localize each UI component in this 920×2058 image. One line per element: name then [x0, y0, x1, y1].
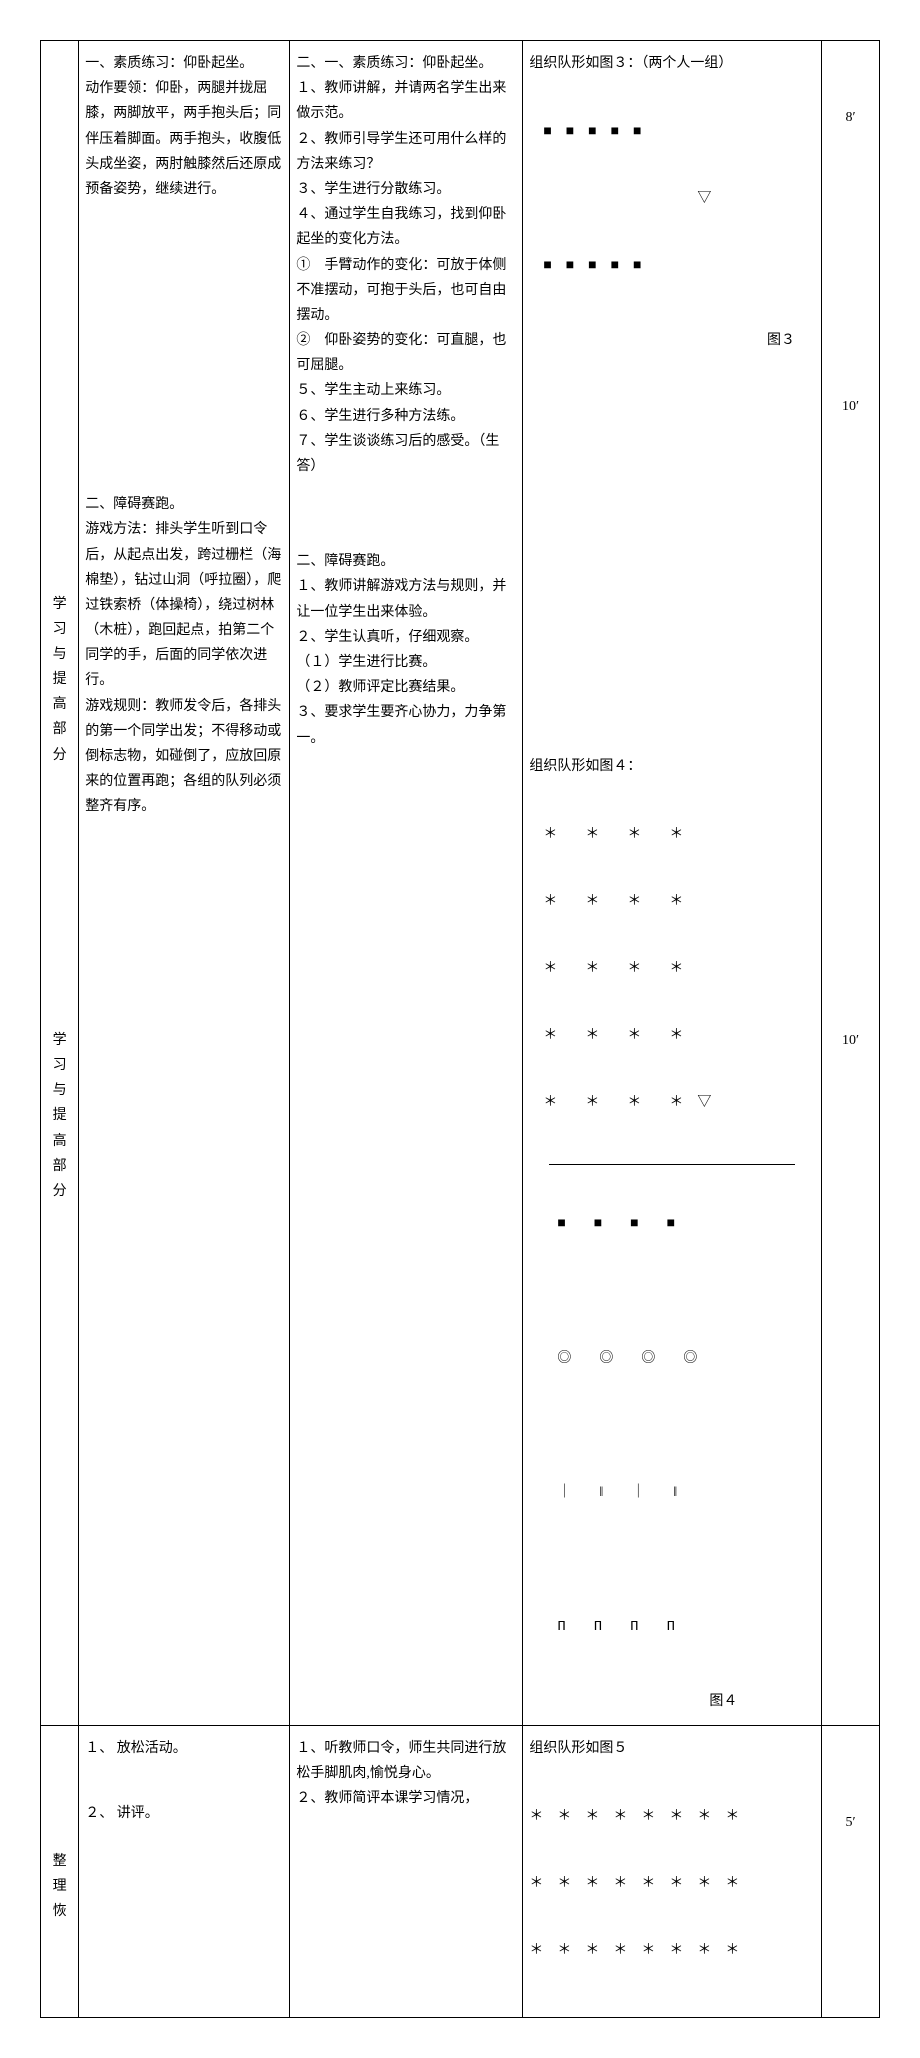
exercise1-body: 动作要领：仰卧，两腿并拢屈膝，两脚放平，两手抱头后；同伴压着脚面。两手抱头，收腹…: [85, 76, 283, 202]
cooldown-mid: １、听教师口令，师生共同进行放松手脚肌肉,愉悦身心。 ２、教师简评本课学习情况，: [290, 1725, 523, 2017]
fig-row: ｜ ‖ ｜ ‖: [529, 1482, 815, 1504]
formation3-diagram: ■ ■ ■ ■ ■ ▽ ■ ■ ■ ■ ■: [529, 76, 815, 322]
section-label: 整理恢: [43, 1819, 76, 1925]
fig-row: ■ ■ ■ ■ ■: [529, 255, 815, 277]
fig-row: ＊ ＊ ＊ ＊ ▽: [529, 1092, 815, 1114]
formation4-diagram: ＊ ＊ ＊ ＊ ＊ ＊ ＊ ＊ ＊ ＊ ＊ ＊ ＊ ＊ ＊ ＊ ＊ ＊ ＊ ＊ …: [529, 779, 815, 1160]
fig-row: ▽: [529, 188, 815, 210]
mid2-title: 二、障碍赛跑。: [296, 549, 516, 574]
cooldown-mid-item: １、听教师口令，师生共同进行放松手脚肌肉,愉悦身心。: [296, 1736, 516, 1786]
lesson-table: 学习与提高部分 学习与提高部分 一、素质练习：仰卧起坐。 动作要领：仰卧，两腿并…: [40, 40, 880, 2018]
time-value: 10′: [828, 390, 873, 419]
mid1-item: ４、通过学生自我练习，找到仰卧起坐的变化方法。: [296, 202, 516, 252]
fig-row: ＊ ＊ ＊ ＊ ＊ ＊ ＊ ＊: [529, 1806, 815, 1828]
time-value: 5′: [828, 1806, 873, 1835]
mid2-item: １、教师讲解游戏方法与规则，并让一位学生出来体验。: [296, 574, 516, 624]
fig-row: ◎ ◎ ◎ ◎: [529, 1348, 815, 1370]
mid-content-cell: 二、一、素质练习：仰卧起坐。 １、教师讲解，并请两名学生出来做示范。 ２、教师引…: [290, 41, 523, 1726]
formation5-diagram: ＊ ＊ ＊ ＊ ＊ ＊ ＊ ＊ ＊ ＊ ＊ ＊ ＊ ＊ ＊ ＊ ＊ ＊ ＊ ＊ …: [529, 1761, 815, 2007]
table-row: 学习与提高部分 学习与提高部分 一、素质练习：仰卧起坐。 动作要领：仰卧，两腿并…: [41, 41, 880, 754]
cooldown-left: １、 放松活动。 ２、 讲评。: [79, 1725, 290, 2017]
section-header-cooldown: 整理恢: [41, 1725, 79, 2017]
fig-row: ＊ ＊ ＊ ＊: [529, 1025, 815, 1047]
mid1-item: ② 仰卧姿势的变化：可直腿，也可屈腿。: [296, 328, 516, 378]
table-row: 整理恢 １、 放松活动。 ２、 讲评。 １、听教师口令，师生共同进行放松手脚肌肉…: [41, 1725, 880, 2017]
divider: [549, 1164, 795, 1165]
formation3-title: 组织队形如图３：（两个人一组）: [529, 51, 815, 76]
fig-row: ＊ ＊ ＊ ＊: [529, 824, 815, 846]
fig4-label: 图４: [529, 1689, 815, 1714]
cooldown-mid-item: ２、教师简评本课学习情况，: [296, 1786, 516, 1811]
section-header-learn: 学习与提高部分 学习与提高部分: [41, 41, 79, 1726]
section-label: 学习与提高部分 学习与提高部分: [43, 562, 76, 1205]
cooldown-item: ２、 讲评。: [85, 1801, 283, 1826]
fig-row: ＊ ＊ ＊ ＊ ＊ ＊ ＊ ＊: [529, 1940, 815, 1962]
cooldown-item: １、 放松活动。: [85, 1736, 283, 1761]
mid1-item: ３、学生进行分散练习。: [296, 177, 516, 202]
mid1-item: ６、学生进行多种方法练。: [296, 404, 516, 429]
mid2-item: ２、学生认真听，仔细观察。: [296, 625, 516, 650]
mid1-item: ５、学生主动上来练习。: [296, 378, 516, 403]
formation4-title: 组织队形如图４：: [529, 754, 815, 779]
exercise1-title: 一、素质练习：仰卧起坐。: [85, 51, 283, 76]
formation-cell: 组织队形如图３：（两个人一组） ■ ■ ■ ■ ■ ▽ ■ ■ ■ ■ ■ 图３…: [523, 41, 822, 1726]
lesson-plan-page: 学习与提高部分 学习与提高部分 一、素质练习：仰卧起坐。 动作要领：仰卧，两腿并…: [40, 40, 880, 2018]
time-value: 8′: [828, 101, 873, 130]
mid2-item: ３、要求学生要齐心协力，力争第一。: [296, 700, 516, 750]
fig-row: ■ ■ ■ ■: [529, 1213, 815, 1235]
fig-row: Π Π Π Π: [529, 1616, 815, 1638]
fig3-label: 图３: [529, 328, 815, 353]
fig-row: ＊ ＊ ＊ ＊: [529, 891, 815, 913]
mid1-title: 二、一、素质练习：仰卧起坐。: [296, 51, 516, 76]
time-value: 10′: [828, 1024, 873, 1053]
fig-row: ＊ ＊ ＊ ＊ ＊ ＊ ＊ ＊: [529, 1873, 815, 1895]
fig-row: ＊ ＊ ＊ ＊: [529, 958, 815, 980]
mid1-item: ２、教师引导学生还可用什么样的方法来练习？: [296, 127, 516, 177]
exercise2-body1: 游戏方法：排头学生听到口令后，从起点出发，跨过栅栏（海棉垫），钻过山洞（呼拉圈）…: [85, 517, 283, 693]
mid1-item: ７、学生谈谈练习后的感受。（生答）: [296, 429, 516, 479]
exercise2-body2: 游戏规则：教师发令后，各排头的第一个同学出发；不得移动或倒标志物，如碰倒了，应放…: [85, 694, 283, 820]
mid2-item: （２）教师评定比赛结果。: [296, 675, 516, 700]
time-cell-2: 10′: [822, 754, 880, 1725]
cooldown-formation: 组织队形如图５ ＊ ＊ ＊ ＊ ＊ ＊ ＊ ＊ ＊ ＊ ＊ ＊ ＊ ＊ ＊ ＊ …: [523, 1725, 822, 2017]
formation4-obstacles: ■ ■ ■ ■ ◎ ◎ ◎ ◎ ｜ ‖ ｜ ‖ Π Π Π Π: [529, 1169, 815, 1684]
exercise2-title: 二、障碍赛跑。: [85, 492, 283, 517]
mid1-item: ① 手臂动作的变化：可放于体侧不准摆动，可抱于头后，也可自由摆动。: [296, 253, 516, 329]
formation5-title: 组织队形如图５: [529, 1736, 815, 1761]
mid2-item: （１）学生进行比赛。: [296, 650, 516, 675]
time-cell-1: 8′ 10′: [822, 41, 880, 754]
mid1-item: １、教师讲解，并请两名学生出来做示范。: [296, 76, 516, 126]
fig-row: ■ ■ ■ ■ ■: [529, 121, 815, 143]
left-content-cell: 一、素质练习：仰卧起坐。 动作要领：仰卧，两腿并拢屈膝，两脚放平，两手抱头后；同…: [79, 41, 290, 1726]
time-cell-3: 5′: [822, 1725, 880, 2017]
